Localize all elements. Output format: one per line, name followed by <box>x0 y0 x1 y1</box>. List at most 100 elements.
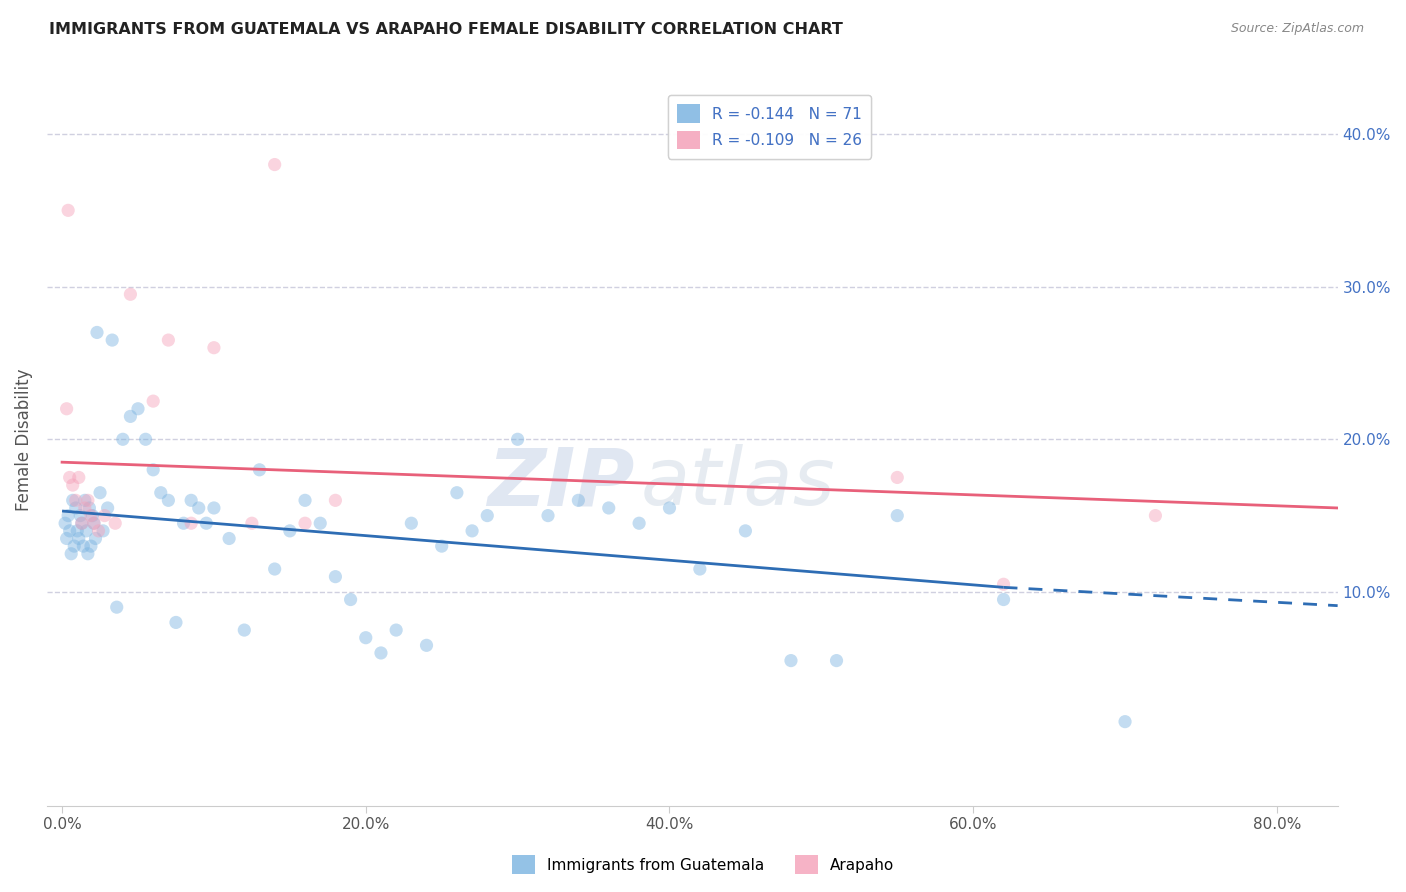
Point <box>218 532 240 546</box>
Point <box>598 500 620 515</box>
Point <box>65 500 87 515</box>
Point <box>886 508 908 523</box>
Point <box>993 592 1015 607</box>
Point <box>55 532 77 546</box>
Point <box>120 409 142 424</box>
Point <box>97 500 120 515</box>
Point <box>56 203 79 218</box>
Point <box>446 485 468 500</box>
Point <box>325 569 347 583</box>
Point <box>157 493 180 508</box>
Point <box>415 638 437 652</box>
Point <box>430 539 453 553</box>
Text: Source: ZipAtlas.com: Source: ZipAtlas.com <box>1230 22 1364 36</box>
Text: atlas: atlas <box>641 444 835 522</box>
Point <box>59 524 82 538</box>
Point <box>82 508 104 523</box>
Point <box>477 508 499 523</box>
Point <box>294 493 316 508</box>
Point <box>886 470 908 484</box>
Point <box>62 478 84 492</box>
Point <box>66 524 89 538</box>
Legend: R = -0.144   N = 71, R = -0.109   N = 26: R = -0.144 N = 71, R = -0.109 N = 26 <box>668 95 872 159</box>
Point <box>325 493 347 508</box>
Point <box>658 500 681 515</box>
Point <box>70 516 93 531</box>
Point <box>86 326 108 340</box>
Point <box>825 654 848 668</box>
Point <box>135 432 157 446</box>
Point <box>249 463 271 477</box>
Point <box>339 592 361 607</box>
Legend: Immigrants from Guatemala, Arapaho: Immigrants from Guatemala, Arapaho <box>506 849 900 880</box>
Point <box>142 463 165 477</box>
Point <box>77 493 100 508</box>
Point <box>105 600 128 615</box>
Point <box>689 562 711 576</box>
Point <box>173 516 195 531</box>
Point <box>80 539 103 553</box>
Point <box>240 516 263 531</box>
Point <box>60 547 83 561</box>
Point <box>63 539 86 553</box>
Point <box>202 341 225 355</box>
Point <box>120 287 142 301</box>
Point <box>309 516 332 531</box>
Text: ZIP: ZIP <box>486 444 634 522</box>
Point <box>111 432 134 446</box>
Point <box>55 401 77 416</box>
Point <box>84 532 107 546</box>
Point <box>89 485 111 500</box>
Point <box>79 500 101 515</box>
Point <box>77 547 100 561</box>
Point <box>101 333 124 347</box>
Point <box>1144 508 1167 523</box>
Point <box>72 539 94 553</box>
Point <box>80 508 103 523</box>
Point <box>263 157 285 171</box>
Point <box>65 493 87 508</box>
Point <box>278 524 301 538</box>
Point <box>83 516 105 531</box>
Point <box>294 516 316 531</box>
Point <box>73 493 96 508</box>
Point <box>187 500 209 515</box>
Point <box>202 500 225 515</box>
Point <box>157 333 180 347</box>
Point <box>567 493 589 508</box>
Point <box>401 516 423 531</box>
Point <box>67 470 90 484</box>
Text: IMMIGRANTS FROM GUATEMALA VS ARAPAHO FEMALE DISABILITY CORRELATION CHART: IMMIGRANTS FROM GUATEMALA VS ARAPAHO FEM… <box>49 22 844 37</box>
Point <box>62 493 84 508</box>
Point <box>385 623 408 637</box>
Point <box>354 631 377 645</box>
Point <box>780 654 803 668</box>
Point <box>180 493 202 508</box>
Point <box>70 516 93 531</box>
Point <box>53 516 76 531</box>
Point <box>127 401 149 416</box>
Point <box>73 500 96 515</box>
Point <box>734 524 756 538</box>
Point <box>93 508 115 523</box>
Point <box>461 524 484 538</box>
Point <box>195 516 218 531</box>
Point <box>180 516 202 531</box>
Y-axis label: Female Disability: Female Disability <box>15 368 32 510</box>
Point <box>69 508 91 523</box>
Point <box>142 394 165 409</box>
Point <box>165 615 187 630</box>
Point <box>59 470 82 484</box>
Point <box>67 532 90 546</box>
Point <box>233 623 256 637</box>
Point <box>87 524 110 538</box>
Point <box>1114 714 1136 729</box>
Point <box>75 524 97 538</box>
Point <box>263 562 285 576</box>
Point <box>149 485 172 500</box>
Point <box>104 516 127 531</box>
Point <box>56 508 79 523</box>
Point <box>83 516 105 531</box>
Point <box>370 646 392 660</box>
Point <box>91 524 114 538</box>
